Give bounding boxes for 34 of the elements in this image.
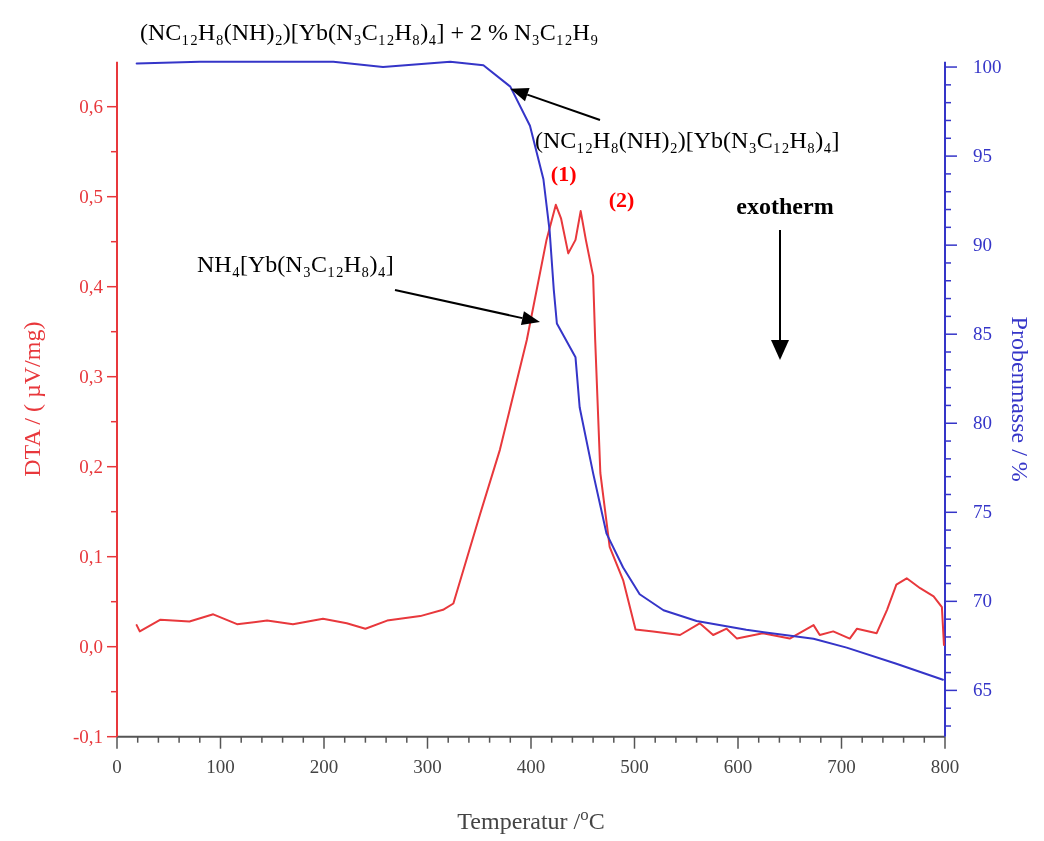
annotation: exotherm — [736, 193, 834, 219]
y-tick-label: -0,1 — [72, 725, 103, 747]
x-tick-label: 800 — [930, 755, 960, 777]
annotation: NH₄[Yb(N₃C₁₂H₈)₄] — [197, 251, 394, 277]
y-tick-label: 0,0 — [79, 635, 103, 657]
chart-title: (NC₁₂H₈(NH)₂)[Yb(N₃C₁₂H₈)₄] + 2 % N₃C₁₂H₉ — [140, 19, 599, 45]
y2-tick-label: 75 — [973, 501, 992, 523]
y2-tick-label: 80 — [973, 412, 992, 434]
x-tick-label: 700 — [827, 755, 856, 777]
y2-tick-label: 85 — [973, 323, 992, 345]
y2-axis-title: Probenmasse / % — [1007, 316, 1033, 482]
y2-tick-label: 70 — [973, 590, 992, 612]
annotation: (2) — [608, 187, 635, 213]
y-tick-label: 0,3 — [79, 365, 103, 387]
y-axis-title: DTA / ( µV/mg) — [19, 321, 45, 477]
y2-tick-label: 65 — [973, 679, 992, 701]
x-tick-label: 500 — [620, 755, 649, 777]
x-tick-label: 0 — [112, 755, 122, 777]
y-tick-label: 0,1 — [79, 545, 103, 567]
x-tick-label: 200 — [309, 755, 339, 777]
y2-tick-label: 90 — [973, 234, 992, 256]
annotation: (1) — [550, 160, 577, 186]
y-tick-label: 0,6 — [79, 95, 103, 117]
x-tick-label: 300 — [413, 755, 442, 777]
x-tick-label: 400 — [516, 755, 546, 777]
annotation: (NC₁₂H₈(NH)₂)[Yb(N₃C₁₂H₈)₄] — [535, 127, 840, 153]
y2-tick-label: 100 — [973, 56, 1002, 78]
x-tick-label: 100 — [206, 755, 235, 777]
y-tick-label: 0,5 — [79, 185, 103, 207]
y-tick-label: 0,2 — [79, 455, 103, 477]
y2-tick-label: 95 — [973, 145, 992, 167]
x-axis-title: Temperatur /$^{o}$C — [457, 804, 605, 834]
y-tick-label: 0,4 — [79, 275, 104, 297]
x-tick-label: 600 — [723, 755, 753, 777]
